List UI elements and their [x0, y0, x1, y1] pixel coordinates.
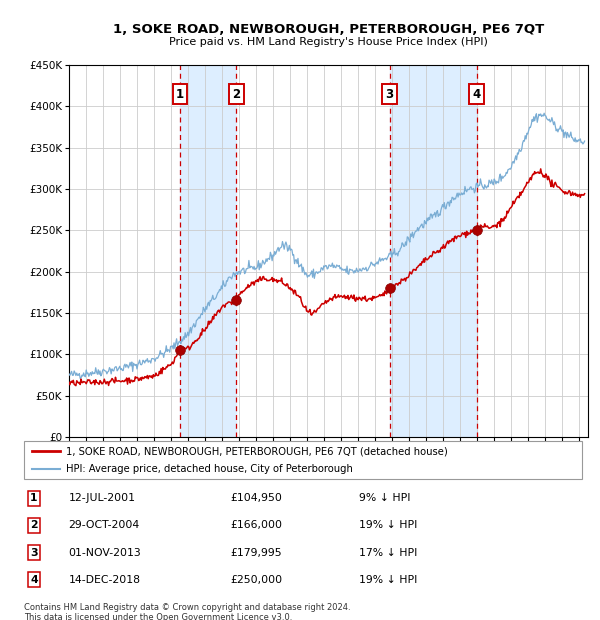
Text: 1, SOKE ROAD, NEWBOROUGH, PETERBOROUGH, PE6 7QT (detached house): 1, SOKE ROAD, NEWBOROUGH, PETERBOROUGH, … [66, 446, 448, 456]
Text: 1: 1 [176, 87, 184, 100]
Text: Price paid vs. HM Land Registry's House Price Index (HPI): Price paid vs. HM Land Registry's House … [169, 37, 488, 47]
Text: 19% ↓ HPI: 19% ↓ HPI [359, 520, 417, 531]
Text: 2: 2 [232, 87, 241, 100]
Text: 29-OCT-2004: 29-OCT-2004 [68, 520, 140, 531]
Text: HPI: Average price, detached house, City of Peterborough: HPI: Average price, detached house, City… [66, 464, 353, 474]
Text: £179,995: £179,995 [230, 547, 282, 557]
Text: 17% ↓ HPI: 17% ↓ HPI [359, 547, 417, 557]
Bar [180, 65, 236, 437]
Text: 1, SOKE ROAD, NEWBOROUGH, PETERBOROUGH, PE6 7QT: 1, SOKE ROAD, NEWBOROUGH, PETERBOROUGH, … [113, 23, 544, 36]
Text: 9% ↓ HPI: 9% ↓ HPI [359, 493, 410, 503]
Text: 3: 3 [386, 87, 394, 100]
Text: £166,000: £166,000 [230, 520, 283, 531]
Text: 19% ↓ HPI: 19% ↓ HPI [359, 575, 417, 585]
Text: 4: 4 [473, 87, 481, 100]
Text: 12-JUL-2001: 12-JUL-2001 [68, 493, 136, 503]
Text: 4: 4 [30, 575, 38, 585]
Text: 01-NOV-2013: 01-NOV-2013 [68, 547, 142, 557]
FancyBboxPatch shape [24, 441, 582, 479]
Text: £250,000: £250,000 [230, 575, 283, 585]
Text: 2: 2 [30, 520, 38, 531]
Text: 1: 1 [30, 493, 38, 503]
Text: Contains HM Land Registry data © Crown copyright and database right 2024.
This d: Contains HM Land Registry data © Crown c… [24, 603, 350, 620]
Text: £104,950: £104,950 [230, 493, 283, 503]
Bar [389, 65, 477, 437]
Text: 14-DEC-2018: 14-DEC-2018 [68, 575, 140, 585]
Text: 3: 3 [30, 547, 38, 557]
